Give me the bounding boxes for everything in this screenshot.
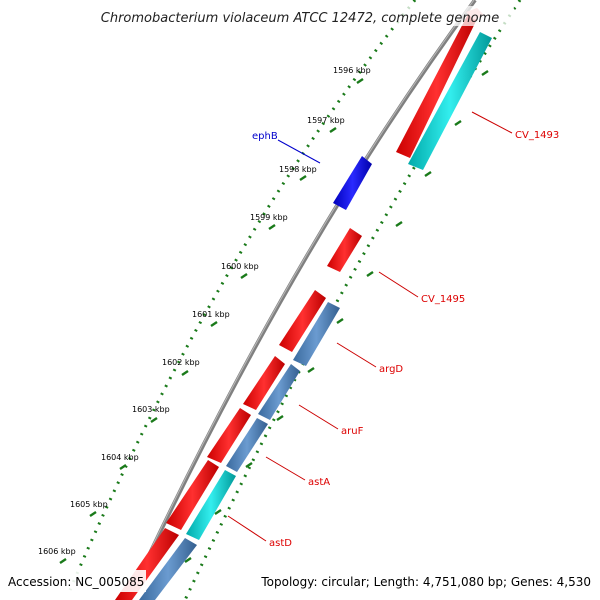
tick-mark [59,558,67,564]
tick-mark [356,78,364,84]
gene-label-astd[interactable]: astD [269,538,292,549]
tick-mark [299,175,307,181]
tick-mark [184,557,192,563]
outer-dotted-ring [68,0,417,591]
tick-label: 1601 kbp [192,310,230,319]
backbone-highlight [126,0,475,600]
tick-mark [276,415,284,421]
gene-aruf-arrow[interactable] [243,356,285,410]
tick-mark [268,224,276,230]
tick-labels: 1596 kbp 1597 kbp 1598 kbp 1599 kbp 1600… [38,66,371,556]
tick-mark [481,70,489,76]
title-background [86,6,514,26]
gene-label-argd[interactable]: argD [379,364,403,375]
gene-steel-1[interactable] [293,302,340,366]
tick-label: 1598 kbp [279,165,317,174]
tick-mark [181,370,189,376]
connector-astd [227,515,267,542]
tick-mark [366,271,374,277]
gene-cv1495-arrow[interactable] [327,228,362,272]
inner-dotted-ring [183,0,522,600]
gene-steel-2[interactable] [258,364,300,420]
gene-asta-arrow[interactable] [207,408,251,463]
inner-tick-marks [184,70,489,563]
connector-asta [265,456,306,481]
tick-mark [119,464,127,470]
tick-mark [395,221,403,227]
tick-mark [424,171,432,177]
label-connectors [227,111,513,542]
footer-accession-background [4,570,146,592]
tick-mark [210,321,218,327]
genome-backbone [126,0,477,600]
tick-mark [89,511,97,517]
tick-label: 1603 kbp [132,405,170,414]
tick-mark [454,120,462,126]
gene-cyan-lower[interactable] [186,470,236,540]
second-track-genes [139,32,492,600]
tick-marks [59,78,364,564]
connector-aruf [298,404,339,430]
tick-mark [214,509,222,515]
connector-argd [336,342,377,368]
gene-label-cv1495[interactable]: CV_1495 [421,294,465,305]
tick-label: 1606 kbp [38,547,76,556]
gene-astd-arrow[interactable] [166,460,219,530]
connector-cv1493 [471,111,513,134]
accession-text: Accession: NC_005085 [8,575,144,589]
gene-cv1493-cyan[interactable] [408,32,492,170]
gene-label-ephb[interactable]: ephB [252,131,278,142]
tick-mark [150,417,158,423]
tick-label: 1600 kbp [221,262,259,271]
tick-label: 1604 kbp [101,453,139,462]
gene-steel-4[interactable] [139,538,197,600]
tick-mark [245,462,253,468]
tick-label: 1599 kbp [250,213,288,222]
gene-label-cv1493[interactable]: CV_1493 [515,130,559,141]
gene-cv1493-arrow[interactable] [396,14,477,158]
genome-summary-text: Topology: circular; Length: 4,751,080 bp… [260,575,591,589]
connector-cv1495 [378,271,419,298]
gene-argd-arrow[interactable] [279,290,326,352]
tick-mark [307,367,315,373]
tick-mark [329,127,337,133]
tick-label: 1605 kbp [70,500,108,509]
tick-label: 1602 kbp [162,358,200,367]
tick-mark [336,318,344,324]
gene-label-aruf[interactable]: aruF [341,426,364,437]
map-title: Chromobacterium violaceum ATCC 12472, co… [101,11,499,26]
gene-label-asta[interactable]: astA [308,477,330,488]
gene-steel-3[interactable] [226,418,268,472]
gene-ephb-arrow[interactable] [333,156,372,210]
footer-summary-background [256,570,596,592]
connector-ephb [277,139,321,164]
tick-label: 1596 kbp [333,66,371,75]
tick-mark [240,273,248,279]
tick-label: 1597 kbp [307,116,345,125]
